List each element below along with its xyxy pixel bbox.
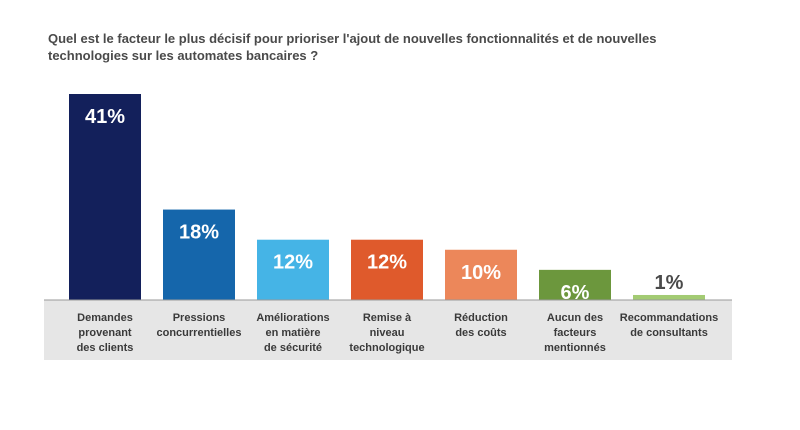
bar-value-label-2: 18%	[179, 222, 219, 244]
category-label-2: Pressions concurrentielles	[157, 312, 242, 339]
category-labels-group: Demandes provenant des clients Pressions con…	[77, 312, 719, 354]
category-label-7: Recommandations de consultants	[620, 312, 718, 339]
chart-title: Quel est le facteur le plus décisif pour…	[48, 31, 657, 63]
category-label-6: Aucun des facteurs mentionnés	[544, 312, 606, 354]
bar-value-label-1: 41%	[85, 106, 125, 128]
category-label-4: Remise à niveau technologique	[349, 312, 424, 354]
category-label-1: Demandes provenant des clients	[77, 312, 134, 354]
bar-6	[539, 269, 611, 300]
bar-value-label-4: 12%	[367, 252, 407, 274]
bar-7	[633, 294, 705, 300]
bar-value-label-3: 12%	[273, 252, 313, 274]
bar-value-label-6: 6%	[561, 282, 590, 304]
bar-5	[445, 249, 517, 300]
bar-2	[163, 209, 235, 300]
bar-value-label-5: 10%	[461, 262, 501, 284]
bar-value-label-7: 1%	[655, 272, 684, 294]
bar-3	[257, 239, 329, 300]
category-label-band	[44, 300, 732, 360]
category-label-5: Réduction des coûts	[454, 312, 508, 339]
category-label-3: Améliorations en matière de sécurité	[256, 312, 329, 354]
bar-4	[351, 239, 423, 300]
bars-group: 41% 18% 12% 12% 10% 6% 1%	[69, 94, 705, 304]
bar-1	[69, 94, 141, 300]
